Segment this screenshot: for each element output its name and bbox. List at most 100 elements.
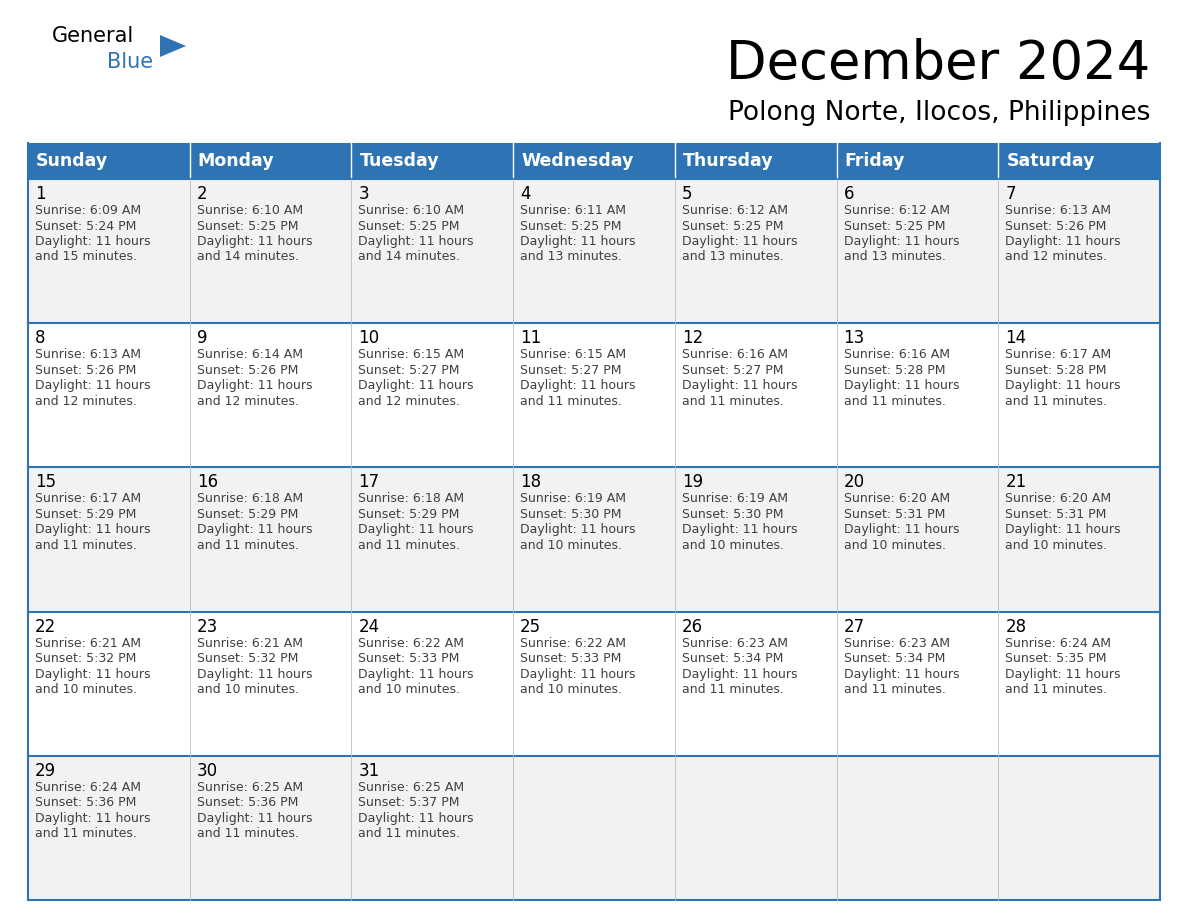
Text: Sunset: 5:28 PM: Sunset: 5:28 PM: [843, 364, 946, 376]
Text: Daylight: 11 hours: Daylight: 11 hours: [197, 379, 312, 392]
Text: Sunrise: 6:23 AM: Sunrise: 6:23 AM: [682, 636, 788, 650]
Polygon shape: [998, 323, 1159, 467]
Text: Sunrise: 6:10 AM: Sunrise: 6:10 AM: [359, 204, 465, 217]
Text: Daylight: 11 hours: Daylight: 11 hours: [1005, 379, 1120, 392]
Text: Tuesday: Tuesday: [360, 152, 440, 170]
Polygon shape: [352, 611, 513, 756]
Text: Sunset: 5:25 PM: Sunset: 5:25 PM: [843, 219, 946, 232]
Text: 31: 31: [359, 762, 380, 779]
Text: Sunset: 5:29 PM: Sunset: 5:29 PM: [197, 508, 298, 521]
Text: Daylight: 11 hours: Daylight: 11 hours: [34, 667, 151, 680]
Text: and 12 minutes.: and 12 minutes.: [1005, 251, 1107, 263]
Text: and 10 minutes.: and 10 minutes.: [34, 683, 137, 696]
Text: Daylight: 11 hours: Daylight: 11 hours: [34, 523, 151, 536]
Text: and 13 minutes.: and 13 minutes.: [520, 251, 623, 263]
Text: Daylight: 11 hours: Daylight: 11 hours: [520, 379, 636, 392]
Text: 13: 13: [843, 330, 865, 347]
Polygon shape: [29, 179, 190, 323]
Text: Sunset: 5:27 PM: Sunset: 5:27 PM: [359, 364, 460, 376]
Text: 15: 15: [34, 474, 56, 491]
Text: Daylight: 11 hours: Daylight: 11 hours: [197, 812, 312, 824]
Text: Sunrise: 6:24 AM: Sunrise: 6:24 AM: [1005, 636, 1111, 650]
Polygon shape: [836, 611, 998, 756]
Text: Wednesday: Wednesday: [522, 152, 633, 170]
Text: and 11 minutes.: and 11 minutes.: [197, 827, 298, 840]
Text: Sunset: 5:31 PM: Sunset: 5:31 PM: [1005, 508, 1107, 521]
Text: Daylight: 11 hours: Daylight: 11 hours: [1005, 235, 1120, 248]
Text: 18: 18: [520, 474, 542, 491]
Text: Daylight: 11 hours: Daylight: 11 hours: [682, 235, 797, 248]
Text: and 11 minutes.: and 11 minutes.: [359, 539, 460, 552]
Polygon shape: [513, 143, 675, 179]
Polygon shape: [190, 179, 352, 323]
Text: Daylight: 11 hours: Daylight: 11 hours: [197, 523, 312, 536]
Text: Daylight: 11 hours: Daylight: 11 hours: [359, 812, 474, 824]
Text: 5: 5: [682, 185, 693, 203]
Polygon shape: [675, 467, 836, 611]
Text: Daylight: 11 hours: Daylight: 11 hours: [520, 667, 636, 680]
Polygon shape: [190, 143, 352, 179]
Text: and 10 minutes.: and 10 minutes.: [520, 683, 623, 696]
Text: 11: 11: [520, 330, 542, 347]
Polygon shape: [29, 756, 190, 900]
Text: and 14 minutes.: and 14 minutes.: [359, 251, 460, 263]
Text: Sunset: 5:36 PM: Sunset: 5:36 PM: [34, 796, 137, 810]
Text: and 10 minutes.: and 10 minutes.: [197, 683, 298, 696]
Polygon shape: [998, 143, 1159, 179]
Text: 17: 17: [359, 474, 379, 491]
Text: Sunrise: 6:11 AM: Sunrise: 6:11 AM: [520, 204, 626, 217]
Text: and 11 minutes.: and 11 minutes.: [359, 827, 460, 840]
Text: Daylight: 11 hours: Daylight: 11 hours: [197, 667, 312, 680]
Polygon shape: [29, 323, 190, 467]
Text: Sunrise: 6:24 AM: Sunrise: 6:24 AM: [34, 781, 141, 794]
Polygon shape: [836, 756, 998, 900]
Text: Sunrise: 6:23 AM: Sunrise: 6:23 AM: [843, 636, 949, 650]
Text: Sunset: 5:25 PM: Sunset: 5:25 PM: [520, 219, 621, 232]
Text: Sunset: 5:24 PM: Sunset: 5:24 PM: [34, 219, 137, 232]
Text: Sunset: 5:34 PM: Sunset: 5:34 PM: [843, 652, 944, 666]
Text: Daylight: 11 hours: Daylight: 11 hours: [520, 235, 636, 248]
Text: Sunrise: 6:12 AM: Sunrise: 6:12 AM: [682, 204, 788, 217]
Text: 16: 16: [197, 474, 217, 491]
Polygon shape: [352, 323, 513, 467]
Text: Sunrise: 6:15 AM: Sunrise: 6:15 AM: [520, 348, 626, 361]
Text: Daylight: 11 hours: Daylight: 11 hours: [359, 667, 474, 680]
Text: Monday: Monday: [197, 152, 274, 170]
Text: 26: 26: [682, 618, 703, 635]
Text: Friday: Friday: [845, 152, 905, 170]
Text: Sunrise: 6:10 AM: Sunrise: 6:10 AM: [197, 204, 303, 217]
Polygon shape: [513, 611, 675, 756]
Text: and 11 minutes.: and 11 minutes.: [843, 395, 946, 408]
Text: Daylight: 11 hours: Daylight: 11 hours: [1005, 523, 1120, 536]
Polygon shape: [675, 179, 836, 323]
Polygon shape: [29, 467, 190, 611]
Polygon shape: [836, 323, 998, 467]
Polygon shape: [352, 179, 513, 323]
Text: Sunset: 5:27 PM: Sunset: 5:27 PM: [682, 364, 783, 376]
Text: Daylight: 11 hours: Daylight: 11 hours: [359, 235, 474, 248]
Text: Sunrise: 6:16 AM: Sunrise: 6:16 AM: [682, 348, 788, 361]
Text: Daylight: 11 hours: Daylight: 11 hours: [520, 523, 636, 536]
Polygon shape: [675, 611, 836, 756]
Text: Sunrise: 6:19 AM: Sunrise: 6:19 AM: [520, 492, 626, 506]
Polygon shape: [352, 143, 513, 179]
Text: Sunrise: 6:18 AM: Sunrise: 6:18 AM: [197, 492, 303, 506]
Text: Sunset: 5:25 PM: Sunset: 5:25 PM: [359, 219, 460, 232]
Text: 14: 14: [1005, 330, 1026, 347]
Text: Polong Norte, Ilocos, Philippines: Polong Norte, Ilocos, Philippines: [727, 100, 1150, 126]
Polygon shape: [675, 143, 836, 179]
Text: and 11 minutes.: and 11 minutes.: [682, 683, 784, 696]
Text: and 11 minutes.: and 11 minutes.: [1005, 395, 1107, 408]
Text: Daylight: 11 hours: Daylight: 11 hours: [843, 667, 959, 680]
Text: 29: 29: [34, 762, 56, 779]
Text: Thursday: Thursday: [683, 152, 773, 170]
Polygon shape: [836, 467, 998, 611]
Text: 3: 3: [359, 185, 369, 203]
Text: 27: 27: [843, 618, 865, 635]
Text: Sunset: 5:29 PM: Sunset: 5:29 PM: [359, 508, 460, 521]
Text: 21: 21: [1005, 474, 1026, 491]
Text: and 12 minutes.: and 12 minutes.: [359, 395, 460, 408]
Text: Daylight: 11 hours: Daylight: 11 hours: [34, 235, 151, 248]
Text: Daylight: 11 hours: Daylight: 11 hours: [682, 523, 797, 536]
Text: 22: 22: [34, 618, 56, 635]
